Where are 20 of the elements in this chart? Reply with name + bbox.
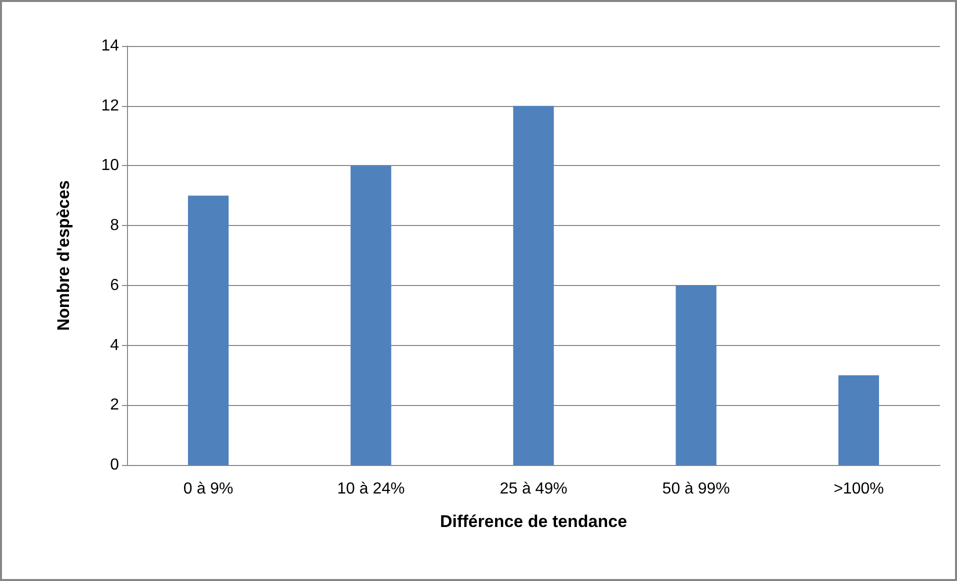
y-tick-label: 6: [110, 276, 120, 294]
bar: [676, 285, 716, 465]
bar: [513, 106, 554, 465]
y-tick-label: 8: [110, 217, 120, 234]
bar: [838, 375, 880, 465]
x-tick-label: 50 à 99%: [662, 480, 730, 498]
x-tick-label: >100%: [834, 480, 884, 498]
bar: [350, 166, 392, 465]
y-tick-label: 4: [110, 336, 120, 354]
x-tick-label: 0 à 9%: [183, 480, 234, 498]
y-tick-label: 14: [101, 38, 120, 54]
y-tick-label: 2: [110, 396, 120, 414]
y-tick-label: 0: [110, 456, 120, 474]
x-tick-label: 25 à 49%: [500, 480, 568, 498]
x-tick-label: 10 à 24%: [337, 480, 405, 498]
y-tick-label: 12: [101, 97, 120, 114]
y-axis-title: Nombre d'espèces: [54, 180, 73, 331]
y-tick-label: 10: [101, 157, 120, 174]
x-axis-title: Différence de tendance: [440, 512, 628, 531]
bar: [188, 196, 229, 465]
